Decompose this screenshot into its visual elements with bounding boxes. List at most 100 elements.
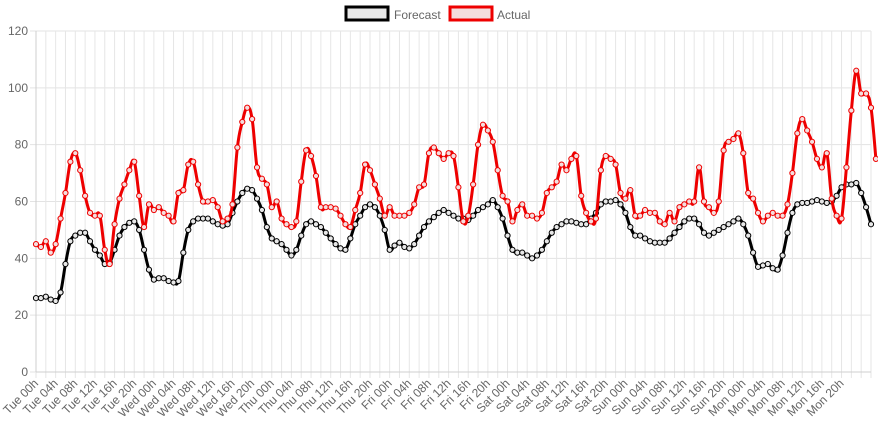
data-point[interactable] — [32, 241, 40, 248]
data-point[interactable] — [244, 104, 251, 111]
data-point[interactable] — [450, 212, 457, 219]
data-point[interactable] — [504, 198, 511, 205]
data-point[interactable] — [140, 246, 148, 253]
data-point[interactable] — [126, 219, 133, 226]
data-point[interactable] — [568, 155, 575, 162]
data-point[interactable] — [411, 241, 418, 248]
data-point[interactable] — [538, 246, 546, 253]
data-point[interactable] — [361, 161, 369, 168]
data-point[interactable] — [804, 199, 811, 207]
data-point[interactable] — [691, 215, 698, 222]
data-point[interactable] — [676, 204, 683, 211]
data-point[interactable] — [204, 198, 212, 205]
data-point[interactable] — [813, 155, 821, 162]
data-point[interactable] — [450, 152, 457, 160]
data-point[interactable] — [42, 238, 49, 245]
data-point[interactable] — [627, 223, 634, 231]
data-point[interactable] — [558, 161, 565, 168]
data-point[interactable] — [293, 246, 300, 253]
data-point[interactable] — [37, 243, 45, 251]
data-point[interactable] — [823, 199, 830, 207]
data-point[interactable] — [622, 195, 629, 202]
data-point[interactable] — [519, 201, 526, 208]
data-point[interactable] — [386, 204, 393, 211]
data-point[interactable] — [342, 221, 349, 228]
data-point[interactable] — [671, 229, 678, 236]
data-point[interactable] — [391, 242, 398, 249]
data-point[interactable] — [764, 260, 771, 268]
data-point[interactable] — [715, 226, 722, 234]
data-point[interactable] — [808, 198, 816, 205]
data-point[interactable] — [420, 223, 428, 231]
data-point[interactable] — [86, 209, 94, 216]
data-point[interactable] — [47, 249, 54, 256]
data-point[interactable] — [808, 138, 816, 145]
data-point[interactable] — [180, 249, 187, 256]
data-point[interactable] — [253, 195, 261, 202]
data-point[interactable] — [769, 209, 776, 216]
data-point[interactable] — [509, 246, 516, 253]
data-point[interactable] — [759, 262, 767, 269]
data-point[interactable] — [833, 212, 840, 219]
data-point[interactable] — [784, 229, 791, 236]
data-point[interactable] — [263, 181, 270, 188]
data-point[interactable] — [239, 118, 246, 126]
data-point[interactable] — [853, 67, 860, 74]
data-point[interactable] — [420, 181, 428, 188]
data-point[interactable] — [661, 239, 668, 246]
data-point[interactable] — [592, 215, 600, 222]
data-point[interactable] — [641, 206, 649, 214]
data-point[interactable] — [853, 179, 860, 187]
data-point[interactable] — [258, 175, 266, 182]
data-point[interactable] — [740, 150, 747, 157]
data-point[interactable] — [136, 192, 143, 199]
data-point[interactable] — [317, 223, 324, 231]
data-point[interactable] — [484, 127, 491, 134]
data-point[interactable] — [848, 181, 855, 188]
data-point[interactable] — [867, 104, 875, 111]
data-point[interactable] — [568, 218, 575, 225]
data-point[interactable] — [651, 209, 658, 216]
data-point[interactable] — [789, 169, 796, 177]
data-point[interactable] — [583, 209, 590, 216]
data-point[interactable] — [86, 238, 94, 245]
data-point[interactable] — [170, 279, 177, 286]
data-point[interactable] — [401, 212, 408, 219]
data-point[interactable] — [160, 275, 167, 282]
legend[interactable]: Forecast Actual — [344, 5, 530, 22]
data-point[interactable] — [504, 232, 511, 239]
data-point[interactable] — [838, 215, 845, 222]
data-point[interactable] — [244, 185, 251, 192]
data-point[interactable] — [445, 209, 452, 216]
data-point[interactable] — [509, 218, 516, 225]
data-point[interactable] — [607, 198, 614, 205]
data-point[interactable] — [499, 215, 506, 222]
data-point[interactable] — [641, 235, 649, 242]
data-point[interactable] — [745, 189, 752, 197]
data-point[interactable] — [273, 238, 280, 245]
data-point[interactable] — [637, 232, 644, 239]
data-point[interactable] — [681, 218, 688, 225]
data-point[interactable] — [170, 218, 177, 225]
data-point[interactable] — [357, 212, 364, 219]
data-point[interactable] — [494, 204, 501, 211]
data-point[interactable] — [710, 209, 717, 216]
data-point[interactable] — [553, 223, 560, 231]
data-point[interactable] — [303, 221, 310, 228]
data-point[interactable] — [460, 218, 467, 225]
data-point[interactable] — [145, 266, 153, 273]
data-point[interactable] — [121, 223, 128, 231]
data-point[interactable] — [67, 238, 74, 245]
data-point[interactable] — [676, 223, 683, 231]
data-point[interactable] — [524, 252, 531, 259]
data-point[interactable] — [818, 164, 825, 171]
data-point[interactable] — [425, 218, 433, 225]
data-point[interactable] — [116, 195, 123, 202]
data-point[interactable] — [617, 189, 624, 197]
data-point[interactable] — [779, 212, 786, 219]
data-point[interactable] — [745, 232, 752, 239]
data-point[interactable] — [298, 232, 305, 239]
data-point[interactable] — [862, 204, 870, 211]
data-point[interactable] — [725, 221, 732, 228]
data-point[interactable] — [416, 232, 423, 239]
